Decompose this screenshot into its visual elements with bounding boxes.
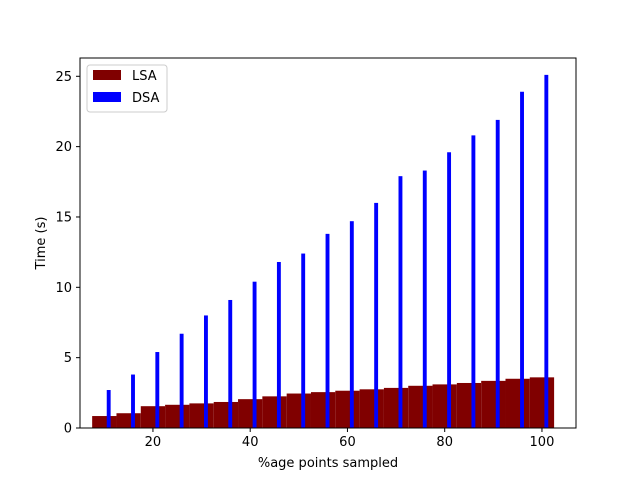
x-axis-label: %age points sampled xyxy=(258,456,398,471)
x-axis-ticks: 20 40 60 80 100 xyxy=(145,428,555,450)
bar-lsa-8 xyxy=(286,393,311,428)
bar-dsa-14 xyxy=(447,152,452,428)
bar-lsa-16 xyxy=(481,380,506,428)
bar-dsa-15 xyxy=(471,135,476,428)
bar-lsa-15 xyxy=(456,382,482,428)
x-tick-label: 80 xyxy=(436,435,453,450)
bar-lsa-12 xyxy=(383,387,409,428)
bar-lsa-18 xyxy=(529,377,555,428)
bar-dsa-6 xyxy=(252,281,257,428)
bar-lsa-2 xyxy=(140,406,166,428)
legend-label-lsa: LSA xyxy=(132,69,157,84)
bar-lsa-3 xyxy=(165,404,190,428)
bar-dsa-10 xyxy=(349,221,354,428)
bar-dsa-4 xyxy=(204,315,208,428)
y-tick-label: 10 xyxy=(55,281,72,296)
bar-dsa-3 xyxy=(179,333,184,428)
y-tick-label: 15 xyxy=(55,210,72,225)
bar-lsa-9 xyxy=(310,392,336,428)
bar-dsa-17 xyxy=(520,91,524,428)
bar-lsa-7 xyxy=(262,396,287,428)
legend-swatch-dsa xyxy=(93,92,121,102)
y-tick-label: 25 xyxy=(55,70,72,85)
bar-dsa-1 xyxy=(131,374,135,428)
bar-lsa-1 xyxy=(116,413,141,428)
bar-lsa-10 xyxy=(335,390,360,428)
plot-frame xyxy=(79,57,577,429)
bar-dsa-0 xyxy=(106,390,111,428)
bar-lsa-11 xyxy=(359,389,384,428)
x-tick-label: 100 xyxy=(530,435,555,450)
bar-dsa-18 xyxy=(544,74,549,428)
bar-lsa-6 xyxy=(238,399,263,428)
bars xyxy=(92,74,555,429)
bar-dsa-16 xyxy=(495,119,500,429)
x-tick-label: 40 xyxy=(242,435,259,450)
bar-dsa-13 xyxy=(422,170,427,429)
bar-lsa-13 xyxy=(408,385,433,428)
bar-dsa-8 xyxy=(301,253,306,428)
legend-swatch-lsa xyxy=(93,70,121,80)
bar-lsa-5 xyxy=(213,401,239,428)
bar-dsa-12 xyxy=(398,176,403,428)
bar-lsa-17 xyxy=(505,378,530,428)
legend: LSA DSA xyxy=(86,64,168,113)
bar-dsa-2 xyxy=(155,352,160,428)
bar-dsa-11 xyxy=(374,202,379,428)
bar-dsa-5 xyxy=(228,299,233,428)
y-tick-label: 5 xyxy=(64,351,72,366)
x-tick-label: 60 xyxy=(339,435,356,450)
x-tick-label: 20 xyxy=(145,435,162,450)
y-axis-ticks: 0 5 10 15 20 25 xyxy=(55,70,80,437)
bar-lsa-14 xyxy=(432,384,457,428)
y-tick-label: 0 xyxy=(64,422,72,437)
bar-dsa-9 xyxy=(325,233,330,428)
legend-label-dsa: DSA xyxy=(132,91,160,106)
y-axis-label: Time (s) xyxy=(34,217,49,271)
bar-lsa-4 xyxy=(189,403,214,428)
bar-lsa-0 xyxy=(92,416,117,428)
y-tick-label: 20 xyxy=(55,140,72,155)
bar-dsa-7 xyxy=(276,261,281,428)
